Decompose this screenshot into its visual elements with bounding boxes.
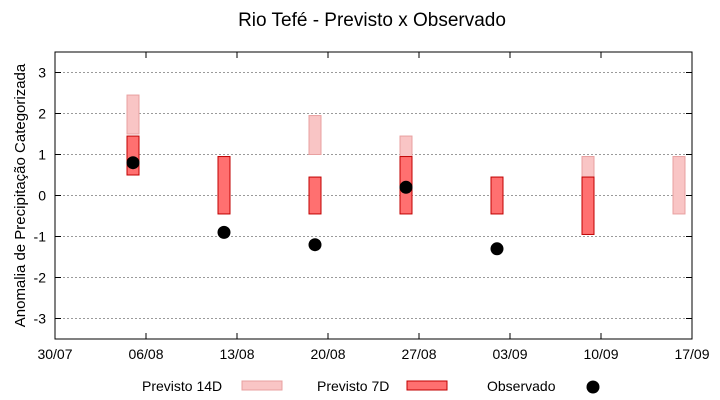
previsto-7d-bar	[581, 176, 595, 235]
observado-point	[217, 225, 231, 239]
y-axis-label: Anomalia de Precipitação Categorizada	[12, 63, 29, 327]
legend-label-previsto-7d: Previsto 7D	[317, 378, 389, 394]
legend-swatch-previsto-7d	[406, 380, 448, 391]
chart-title: Rio Tefé - Previsto x Observado	[238, 10, 506, 31]
x-tick-labels: 30/07 06/08 13/08 20/08 27/08 03/09 10/09 17/09	[37, 346, 709, 362]
previsto-7d-bar	[308, 176, 322, 215]
previsto-14d-bar	[308, 115, 322, 156]
x-tick-label: 17/09	[674, 346, 709, 362]
y-tick-labels: -3 -2 -1 0 1 2 3	[34, 65, 47, 327]
y-tick-label: -1	[34, 229, 47, 245]
observado-point	[399, 180, 413, 194]
legend-marker-observado	[586, 380, 600, 394]
observado-point	[490, 242, 504, 256]
y-tick-label: -3	[34, 311, 47, 327]
y-tick-label: 0	[38, 188, 46, 204]
x-tick-label: 03/09	[492, 346, 527, 362]
y-tick-label: 1	[38, 147, 46, 163]
observado-point	[308, 238, 322, 252]
legend-swatch-previsto-14d	[241, 380, 283, 391]
previsto-14d-bar	[672, 156, 686, 215]
x-tick-label: 06/08	[128, 346, 163, 362]
observado-series	[126, 156, 504, 256]
previsto-14d-bar	[126, 94, 140, 135]
previsto-7d-bar	[217, 156, 231, 215]
previsto-7d-bar	[490, 176, 504, 215]
x-tick-label: 30/07	[37, 346, 72, 362]
legend-label-observado: Observado	[487, 378, 556, 394]
observado-point	[126, 156, 140, 170]
y-tick-label: -2	[34, 270, 47, 286]
x-tick-label: 10/09	[583, 346, 618, 362]
previsto-7d-series	[126, 135, 595, 235]
x-tick-label: 13/08	[219, 346, 254, 362]
x-tick-label: 27/08	[401, 346, 436, 362]
x-tick-label: 20/08	[310, 346, 345, 362]
y-tick-label: 2	[38, 106, 46, 122]
legend-label-previsto-14d: Previsto 14D	[142, 378, 222, 394]
grid-layer	[54, 52, 693, 339]
y-tick-label: 3	[38, 65, 46, 81]
legend: Previsto 14D Previsto 7D Observado	[142, 378, 600, 394]
plot-frame	[54, 51, 693, 340]
